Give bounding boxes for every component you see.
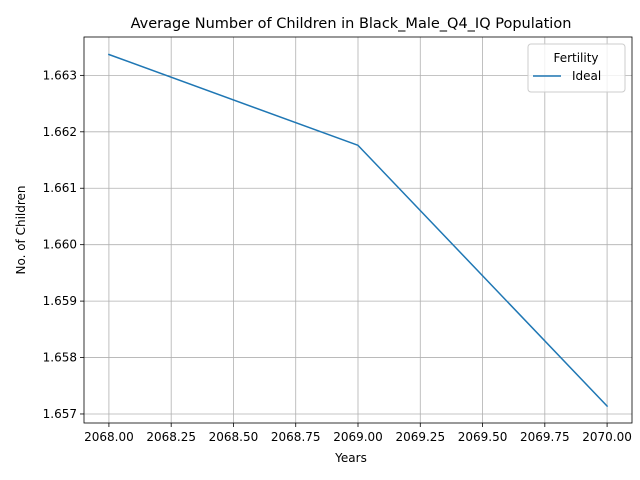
x-tick-label: 2069.25 bbox=[395, 430, 445, 444]
legend-title: Fertility bbox=[553, 51, 598, 65]
x-tick-label: 2068.25 bbox=[146, 430, 196, 444]
x-tick-label: 2068.75 bbox=[271, 430, 321, 444]
y-tick-label: 1.659 bbox=[43, 294, 77, 308]
y-tick-label: 1.657 bbox=[43, 407, 77, 421]
y-tick-label: 1.662 bbox=[43, 125, 77, 139]
x-tick-label: 2069.00 bbox=[333, 430, 383, 444]
y-tick-label: 1.660 bbox=[43, 238, 77, 252]
series-layer bbox=[107, 53, 609, 408]
series-line-ideal bbox=[107, 53, 609, 408]
legend: Fertility Ideal bbox=[527, 43, 626, 93]
x-tick-label: 2068.50 bbox=[209, 430, 259, 444]
x-tick-label: 2069.75 bbox=[520, 430, 570, 444]
x-axis: 2068.00 2068.25 2068.50 2068.75 2069.00 2069.… bbox=[84, 423, 632, 444]
y-tick-label: 1.663 bbox=[43, 68, 77, 82]
y-axis: 1.657 1.658 1.659 1.660 1.661 1.662 1.663 bbox=[43, 68, 84, 421]
chart-title: Average Number of Children in Black_Male… bbox=[131, 16, 572, 32]
x-tick-label: 2068.00 bbox=[84, 430, 134, 444]
y-tick-label: 1.661 bbox=[43, 181, 77, 195]
x-axis-label: Years bbox=[334, 451, 367, 465]
legend-label-ideal: Ideal bbox=[572, 69, 601, 83]
grid bbox=[84, 37, 632, 423]
x-tick-label: 2069.50 bbox=[458, 430, 508, 444]
y-axis-label: No. of Children bbox=[14, 185, 28, 274]
x-tick-label: 2070.00 bbox=[582, 430, 632, 444]
legend-box bbox=[527, 43, 626, 93]
y-tick-label: 1.658 bbox=[43, 351, 77, 365]
